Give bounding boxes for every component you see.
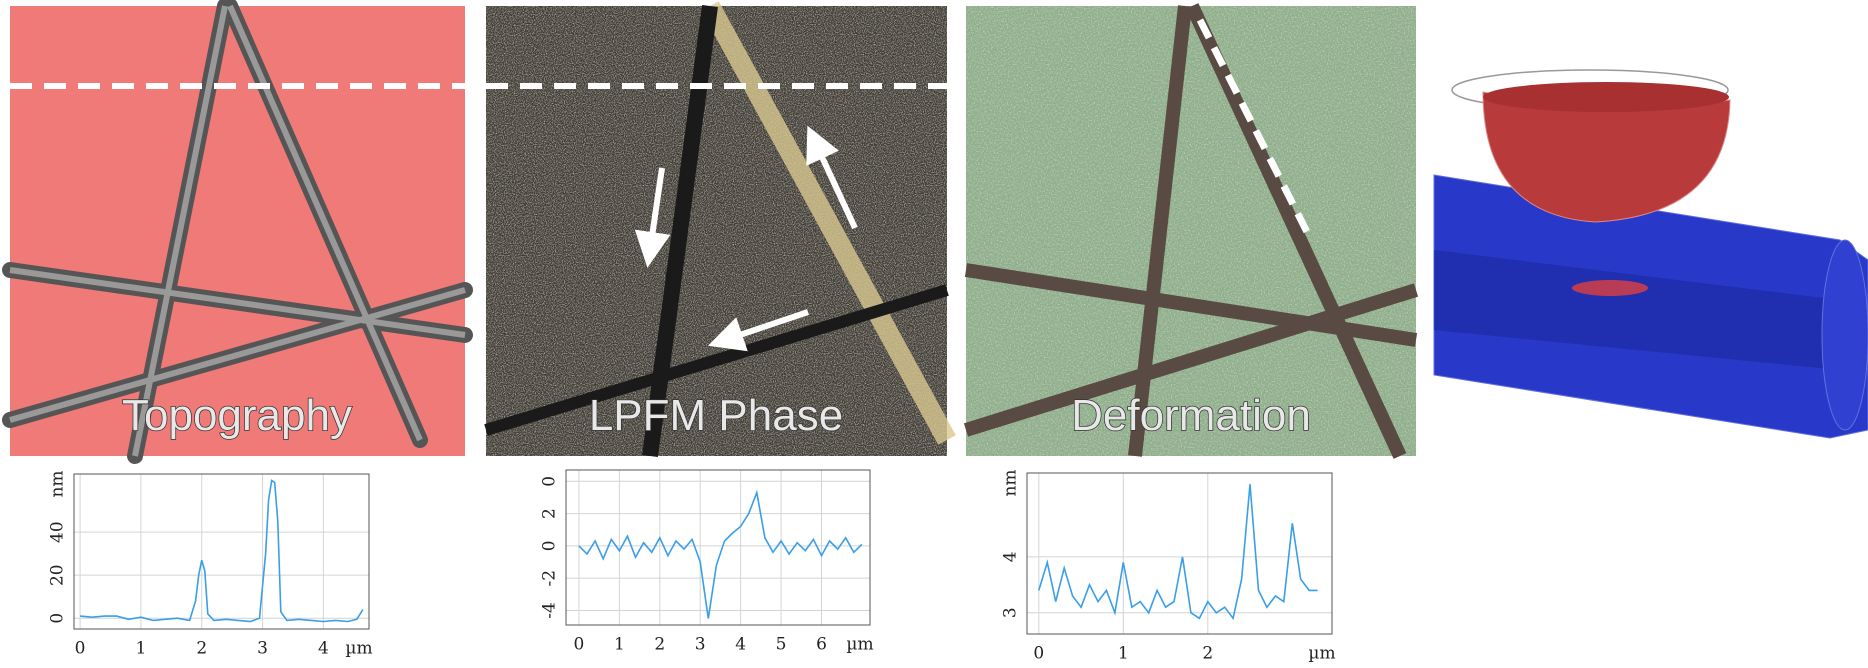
x-tick-label: 0	[1033, 644, 1044, 664]
x-axis-label: µm	[846, 635, 873, 655]
x-axis-label: µm	[345, 639, 372, 659]
x-tick-label: 2	[196, 639, 207, 659]
image-label: Deformation	[1071, 391, 1311, 440]
topography-image: Topography	[10, 6, 465, 456]
y-axis-label: nm	[48, 470, 68, 497]
y-tick-label: 4	[1001, 551, 1021, 562]
x-tick-label: 3	[257, 639, 268, 659]
y-axis-label: nm	[1001, 469, 1021, 496]
x-tick-label: 1	[135, 639, 146, 659]
image-label: LPFM Phase	[589, 391, 843, 440]
x-tick-label: 4	[735, 635, 746, 655]
x-tick-label: 1	[1118, 644, 1129, 664]
x-tick-label: 4	[318, 639, 329, 659]
lpfm-image: LPFM Phase	[486, 6, 947, 456]
image-label: Topography	[122, 391, 352, 440]
x-tick-label: 2	[1202, 644, 1213, 664]
x-tick-label: 5	[776, 635, 787, 655]
x-tick-label: 0	[75, 639, 86, 659]
deformation-image: Deformation	[966, 6, 1416, 456]
y-tick-label: 3	[1001, 607, 1021, 618]
profile-line	[1039, 484, 1318, 618]
fem-model	[1434, 70, 1868, 438]
x-tick-label: 0	[574, 635, 585, 655]
y-tick-label: 40	[48, 521, 68, 543]
x-tick-label: 6	[816, 635, 827, 655]
y-tick-label: 2	[540, 508, 560, 519]
plot-frame	[1027, 473, 1332, 634]
profile-line	[579, 493, 862, 619]
plot-frame	[74, 474, 369, 629]
y-tick-label: 0	[540, 476, 560, 487]
figure: Topography LPFM Phase Deformation	[0, 0, 1868, 668]
y-tick-label: 0	[540, 540, 560, 551]
y-tick-label: 20	[48, 564, 68, 586]
x-tick-label: 2	[654, 635, 665, 655]
y-tick-label: -2	[540, 570, 560, 587]
y-tick-label: 0	[48, 613, 68, 624]
x-axis-label: µm	[1308, 644, 1335, 664]
y-tick-label: -4	[540, 602, 560, 619]
x-tick-label: 3	[695, 635, 706, 655]
x-tick-label: 1	[614, 635, 625, 655]
plot-frame	[566, 470, 870, 625]
profile-line	[80, 481, 363, 622]
